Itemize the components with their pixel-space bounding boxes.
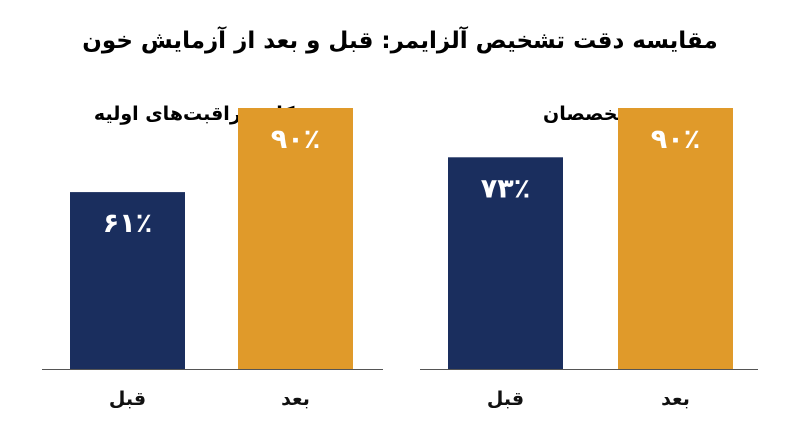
panel-specialists: متخصصان ۷۳٪ قبل ۹۰٪ بعد	[420, 103, 758, 410]
bar-primary-care-before	[70, 192, 185, 369]
value-label-specialists-before: ۷۳٪	[481, 173, 530, 204]
bar-specialists-before	[448, 157, 563, 369]
category-label-primary-care-after: بعد	[281, 388, 310, 410]
category-label-primary-care-before: قبل	[109, 388, 146, 410]
panel-title-specialists: متخصصان	[543, 103, 637, 125]
category-label-specialists-after: بعد	[661, 388, 690, 410]
value-label-primary-care-before: ۶۱٪	[103, 208, 152, 239]
value-label-primary-care-after: ۹۰٪	[271, 124, 320, 155]
chart-title: مقایسه دقت تشخیص آلزایمر: قبل و بعد از آ…	[82, 25, 717, 54]
value-label-specialists-after: ۹۰٪	[651, 124, 700, 155]
category-label-specialists-before: قبل	[487, 388, 524, 410]
bar-specialists-after	[618, 108, 733, 369]
bar-primary-care-after	[238, 108, 353, 369]
